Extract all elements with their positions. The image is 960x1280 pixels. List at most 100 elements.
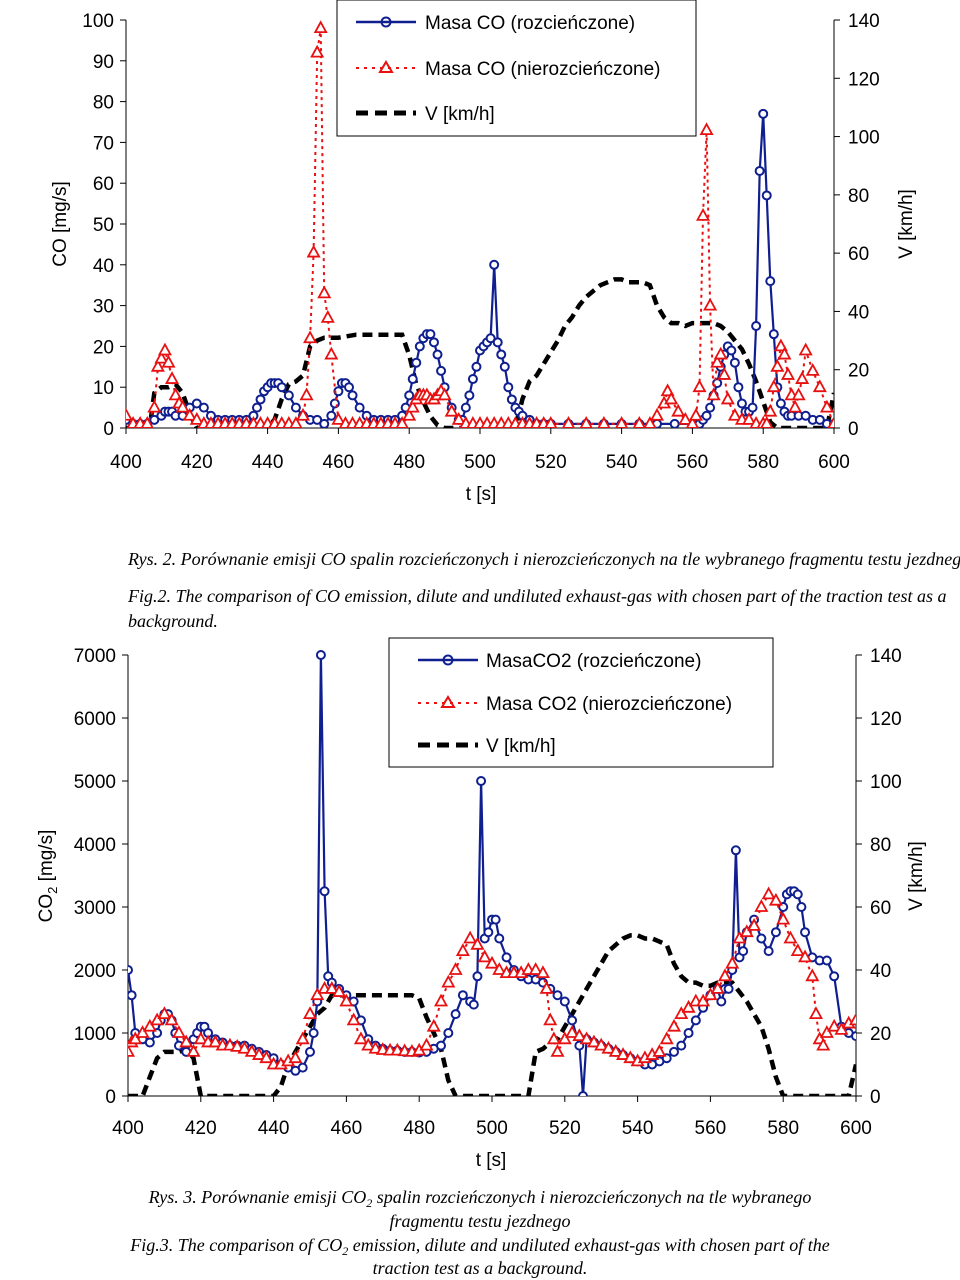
co-rozc-point: [506, 394, 517, 405]
co-rozc-point: [251, 402, 262, 413]
co-rozc-point: [496, 349, 507, 360]
co2-nierozc-point: [546, 1031, 561, 1045]
co-nierozc-point: [766, 379, 781, 393]
co2-ytick-label: 6000: [74, 709, 116, 730]
co2-nierozc-point: [157, 1006, 172, 1019]
co-rozc-point: [354, 402, 365, 413]
co2-chart: 0 1000 2000 3000 4000 5000 6000 7000 0 20 40 60 80 10…: [36, 637, 927, 1171]
co-ytick-label: 40: [93, 256, 114, 277]
co-nierozc-point: [175, 399, 190, 413]
caption-fig2-pl: Rys. 2. Porównanie emisji CO spalin rozc…: [127, 549, 960, 569]
co2-y2tick-label: 80: [870, 835, 891, 856]
co2-nierozc-point: [557, 1031, 572, 1045]
co2-y-axis-label: CO2 [mg/s]: [36, 830, 60, 923]
co-rozc-point: [428, 337, 439, 348]
co-series-2: [126, 277, 834, 428]
co2-nierozc-point: [150, 1012, 165, 1026]
co-xtick-label: 480: [393, 452, 425, 473]
co-y2tick-label: 140: [848, 11, 880, 32]
co2-rozc-point: [472, 971, 483, 982]
co-y2tick-label: 120: [848, 69, 880, 90]
co-rozc-point: [326, 410, 337, 421]
co-rozc-point: [425, 329, 436, 340]
co-nierozc-point: [699, 122, 714, 136]
co-nierozc-point: [320, 309, 335, 323]
co-nierozc-point: [649, 407, 665, 421]
co-rozc-point: [747, 402, 758, 413]
co-nierozc-point: [150, 358, 165, 372]
co2-nierozc-point: [492, 962, 507, 975]
co2-nierozc-point: [819, 1025, 834, 1038]
co2-rozc-point: [144, 1037, 155, 1048]
co-nierozc-point: [405, 399, 420, 413]
caption-fig3-pl-line2: fragmentu testu jezdnego: [390, 1211, 571, 1231]
co2-xtick-label: 500: [476, 1118, 508, 1139]
co2-nierozc-point: [288, 1050, 303, 1064]
co2-nierozc-point: [237, 1040, 252, 1054]
co2-nierozc-point: [848, 1012, 856, 1026]
co-rozc-point: [814, 414, 825, 425]
co-rozc-point: [432, 349, 443, 360]
co-rozc-point: [733, 382, 744, 393]
caption-fig3-en-line2: traction test as a background.: [373, 1258, 588, 1278]
co2-rozc-point: [297, 1062, 308, 1073]
co-rozc-point: [347, 390, 358, 401]
co-rozc-point: [669, 418, 680, 428]
co2-ytick-label: 2000: [74, 961, 116, 982]
co-nierozc-point: [182, 407, 197, 421]
co2-nierozc-point: [798, 949, 813, 963]
co-rozc-point: [800, 410, 811, 421]
co-nierozc-point: [324, 346, 339, 360]
co-nierozc-point: [632, 416, 646, 428]
co-rozc-point: [471, 361, 482, 372]
co2-nierozc-point: [324, 981, 339, 994]
co2-nierozc-point: [827, 1018, 842, 1032]
co-rozc-point: [191, 398, 202, 409]
co-rozc-point: [344, 382, 355, 393]
co-y2tick-label: 20: [848, 361, 869, 382]
co2-rozc-point: [851, 1031, 856, 1042]
co2-nierozc-point: [142, 1018, 157, 1032]
co-y2tick-label: 40: [848, 302, 869, 323]
co2-chart-series: [128, 650, 856, 1096]
co-nierozc-point: [299, 387, 314, 401]
co2-xtick-label: 420: [185, 1118, 217, 1139]
co-rozc-point: [736, 398, 747, 409]
co2-nierozc-point: [455, 943, 470, 956]
co-xtick-label: 600: [818, 452, 850, 473]
legend-label-v: V [km/h]: [425, 104, 495, 125]
co2-rozc-point: [476, 776, 487, 786]
co-nierozc-point: [703, 297, 718, 311]
co-nierozc-point: [827, 416, 834, 428]
co2-nierozc-point: [725, 955, 740, 969]
co-nierozc-point: [313, 20, 328, 34]
co-nierozc-point: [140, 416, 154, 428]
co-rozc-point: [460, 402, 471, 413]
co2-rozc-point: [800, 927, 811, 938]
co2-chart-axes: 0 1000 2000 3000 4000 5000 6000 7000 0 20 40 60 80 10…: [74, 646, 902, 1139]
co2-nierozc-point: [470, 936, 485, 950]
co2-nierozc-point: [565, 1025, 580, 1038]
co-nierozc-point: [161, 354, 176, 368]
co-xtick-label: 560: [677, 452, 709, 473]
co2-xtick-label: 460: [331, 1118, 363, 1139]
co-nierozc-point: [310, 44, 325, 58]
co-rozc-point: [485, 333, 496, 344]
co-ytick-label: 100: [82, 11, 114, 32]
co-rozc-point: [149, 414, 160, 425]
co2-nierozc-point: [717, 968, 732, 982]
co2-nierozc-point: [834, 1021, 849, 1035]
co2-nierozc-point: [681, 999, 696, 1013]
co-nierozc-point: [819, 399, 834, 413]
co-rozc-point: [761, 190, 772, 201]
co2-xtick-label: 560: [695, 1118, 727, 1139]
co2-nierozc-point: [419, 1037, 434, 1051]
co-nierozc-point: [168, 387, 183, 401]
co-nierozc-point: [544, 416, 558, 428]
co-nierozc-point: [395, 416, 409, 428]
co2-nierozc-point: [463, 930, 478, 944]
co2-rozc-point: [315, 650, 326, 660]
co2-nierozc-point: [164, 1012, 179, 1026]
legend-label-co-rozc: Masa CO (rozcieńczone): [425, 13, 635, 34]
co2-legend: MasaCO2 (rozcieńczone) Masa CO2 (nierozc…: [388, 637, 774, 768]
